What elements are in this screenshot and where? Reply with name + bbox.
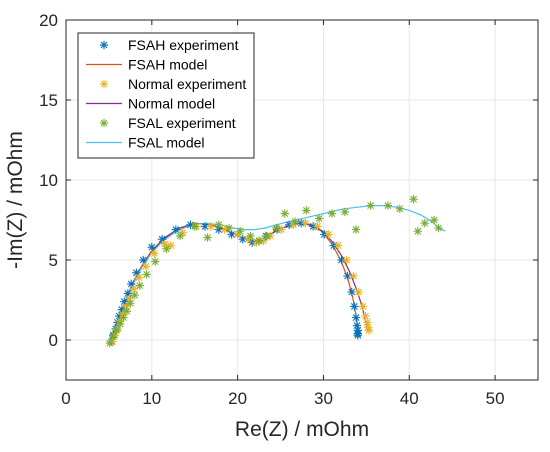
point-fsal-experiment [262, 231, 272, 241]
legend-label-fsah-model: FSAH model [128, 57, 207, 73]
point-fsal-experiment [151, 257, 160, 266]
y-tick-label: 5 [49, 251, 58, 270]
y-tick-label: 20 [39, 11, 58, 30]
point-fsal-experiment [142, 270, 151, 279]
point-fsal-experiment [130, 291, 139, 300]
legend-label-fsal-experiment: FSAL experiment [128, 115, 236, 131]
point-normal-experiment [333, 241, 343, 250]
point-fsal-experiment [272, 223, 281, 233]
x-tick-label: 50 [486, 389, 505, 408]
point-fsal-experiment [162, 244, 171, 253]
point-fsal-experiment [351, 225, 361, 234]
y-tick-label: 10 [39, 171, 58, 190]
legend-label-fsah-experiment: FSAH experiment [128, 37, 239, 53]
data-layer [105, 195, 446, 348]
series-line-fsal-model [109, 205, 446, 344]
point-fsal-experiment [135, 281, 145, 290]
axes-box [65, 19, 539, 381]
point-normal-experiment [354, 287, 363, 297]
point-normal-experiment [150, 249, 159, 258]
point-fsal-experiment [280, 209, 290, 218]
x-tick-label: 0 [61, 389, 70, 408]
x-tick-label: 20 [228, 389, 247, 408]
axes-layer: 0 10 20 30 40 50 0 5 10 15 20 Re(Z) / mOhm -Im(Z) / … [4, 11, 539, 441]
point-fsal-experiment [314, 214, 324, 223]
point-fsal-experiment [126, 299, 135, 308]
point-fsah-experiment [353, 331, 362, 340]
x-tick-label: 40 [400, 389, 419, 408]
point-fsal-experiment [420, 219, 429, 228]
point-normal-experiment [206, 222, 216, 231]
point-normal-experiment [342, 255, 351, 265]
point-fsal-experiment [190, 222, 199, 231]
point-fsal-experiment [119, 313, 128, 322]
point-fsal-experiment [290, 217, 300, 226]
point-fsal-experiment [434, 223, 443, 233]
x-tick-label: 10 [142, 389, 161, 408]
point-fsah-experiment [127, 279, 136, 289]
point-normal-experiment [364, 326, 374, 335]
point-fsal-experiment [254, 236, 264, 245]
point-normal-experiment [134, 273, 144, 282]
point-normal-experiment [166, 241, 175, 250]
legend-label-fsal-model: FSAL model [128, 135, 205, 151]
point-fsal-experiment [413, 227, 423, 236]
legend-marker-fsah-experiment [99, 40, 109, 50]
point-fsal-experiment [112, 326, 121, 335]
point-fsal-experiment [203, 233, 212, 242]
point-fsal-experiment [224, 223, 234, 233]
point-fsal-experiment [366, 201, 375, 210]
point-normal-experiment [324, 230, 333, 239]
legend-label-normal-experiment: Normal experiment [128, 76, 246, 92]
point-fsal-experiment [409, 195, 418, 204]
point-fsal-experiment [236, 227, 245, 236]
point-normal-experiment [363, 318, 372, 327]
point-fsah-experiment [350, 302, 359, 311]
point-fsal-experiment [340, 207, 350, 217]
x-tick-label: 30 [314, 389, 333, 408]
point-normal-experiment [301, 219, 310, 228]
y-tick-label: 0 [49, 331, 58, 350]
point-normal-experiment [349, 271, 358, 281]
x-axis-title: Re(Z) / mOhm [235, 418, 369, 441]
legend: FSAH experiment FSAH model Normal experime… [77, 32, 255, 159]
point-normal-experiment [141, 262, 151, 271]
point-normal-experiment [313, 222, 322, 231]
point-fsal-experiment [302, 206, 311, 215]
legend-box [77, 32, 255, 159]
point-fsal-experiment [122, 307, 132, 316]
point-normal-experiment [129, 284, 138, 293]
point-fsal-experiment [327, 209, 337, 218]
point-fsal-experiment [214, 220, 223, 229]
point-fsah-experiment [147, 243, 157, 252]
y-tick-label: 15 [39, 91, 58, 110]
point-fsal-experiment [109, 332, 118, 341]
point-fsal-experiment [429, 215, 439, 225]
point-fsal-experiment [115, 319, 125, 329]
point-fsal-experiment [395, 204, 405, 213]
point-fsah-experiment [139, 255, 148, 265]
legend-marker-normal-experiment [99, 79, 109, 89]
point-normal-experiment [358, 302, 368, 311]
point-fsah-experiment [171, 225, 181, 234]
point-normal-experiment [361, 311, 370, 321]
point-fsah-experiment [351, 313, 361, 322]
point-fsal-experiment [383, 201, 393, 210]
point-fsal-experiment [246, 231, 255, 241]
legend-label-normal-model: Normal model [128, 96, 215, 112]
point-fsal-experiment [105, 339, 114, 348]
legend-marker-fsal-experiment [99, 118, 109, 128]
point-fsal-experiment [175, 231, 185, 241]
y-axis-title: -Im(Z) / mOhm [4, 131, 27, 269]
